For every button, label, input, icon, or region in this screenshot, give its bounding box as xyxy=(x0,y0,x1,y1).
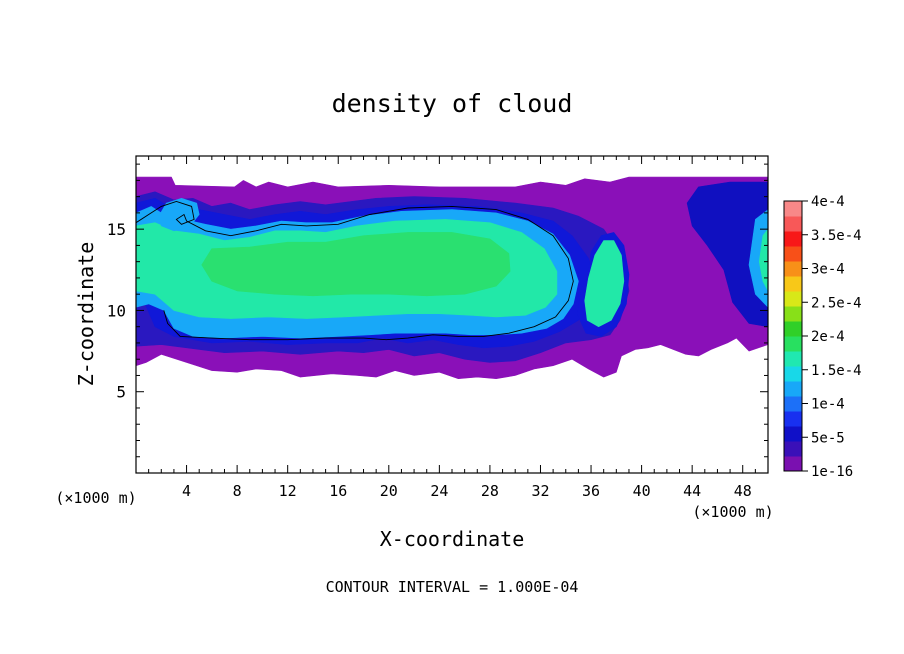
x-tick-label: 40 xyxy=(633,482,651,500)
colorbar-label: 3e-4 xyxy=(811,262,845,278)
colorbar-swatch xyxy=(784,276,802,292)
x-tick-label: 24 xyxy=(430,482,448,500)
y-tick-label: 15 xyxy=(107,220,126,239)
colorbar-swatch xyxy=(784,426,802,442)
contour-line xyxy=(136,201,574,341)
colorbar-swatch xyxy=(784,321,802,337)
colorbar-label: 2.5e-4 xyxy=(811,295,862,311)
x-axis: 4 8 12 16 20 24 28 32 36 40 44 48 xyxy=(148,156,756,500)
colorbar-swatch xyxy=(784,381,802,397)
colorbar-swatch xyxy=(784,456,802,472)
x-tick-label: 36 xyxy=(582,482,600,500)
colorbar: 1e-16 5e-5 1e-4 1.5e-4 2e-4 2.5e-4 3e-4 3.5e-4 4… xyxy=(783,194,862,480)
colorbar-label: 1e-16 xyxy=(811,464,853,480)
contour-lines xyxy=(136,201,574,341)
y-tick-label: 10 xyxy=(107,301,126,320)
x-tick-label: 32 xyxy=(531,482,549,500)
x-axis-label: X-coordinate xyxy=(380,527,525,551)
region-right-edge-green xyxy=(758,228,768,292)
y-tick-label: 5 xyxy=(116,383,126,402)
colorbar-swatch xyxy=(784,336,802,352)
x-tick-label: 8 xyxy=(233,482,242,500)
colorbar-label: 4e-4 xyxy=(811,194,845,210)
colorbar-swatch xyxy=(784,411,802,427)
colorbar-swatch xyxy=(784,351,802,367)
colorbar-label: 3.5e-4 xyxy=(811,228,862,244)
colorbar-swatch xyxy=(784,261,802,277)
region-green-core xyxy=(201,232,511,297)
x-tick-label: 28 xyxy=(481,482,499,500)
colorbar-label: 1e-4 xyxy=(811,397,845,413)
colorbar-swatch xyxy=(784,231,802,247)
colorbar-swatch xyxy=(784,396,802,412)
heatmap-field xyxy=(136,176,768,380)
region-right-lobe xyxy=(584,240,625,328)
x-tick-label: 12 xyxy=(279,482,297,500)
region-right-edge-lightblue xyxy=(748,209,768,308)
colorbar-swatch xyxy=(784,366,802,382)
x-tick-label: 16 xyxy=(329,482,347,500)
colorbar-swatch xyxy=(784,306,802,322)
x-tick-label: 20 xyxy=(380,482,398,500)
colorbar-label: 1.5e-4 xyxy=(811,363,862,379)
x-tick-label: 44 xyxy=(683,482,701,500)
colorbar-swatch xyxy=(784,201,802,217)
x-unit-label: (×1000 m) xyxy=(692,503,773,521)
region-right-edge-blue xyxy=(686,181,768,328)
colorbar-swatch xyxy=(784,216,802,232)
colorbar-swatch xyxy=(784,246,802,262)
colorbar-label: 2e-4 xyxy=(811,329,845,345)
x-tick-label: 48 xyxy=(734,482,752,500)
y-axis: 5 10 15 xyxy=(107,163,768,458)
colorbar-swatch xyxy=(784,291,802,307)
colorbar-swatch xyxy=(784,441,802,457)
contour-interval-note: CONTOUR INTERVAL = 1.000E-04 xyxy=(326,578,579,596)
x-tick-label: 4 xyxy=(182,482,191,500)
colorbar-label: 5e-5 xyxy=(811,430,845,446)
z-unit-label: (×1000 m) xyxy=(55,489,136,507)
chart-title: density of cloud xyxy=(332,89,573,118)
y-axis-label: Z-coordinate xyxy=(74,242,98,387)
